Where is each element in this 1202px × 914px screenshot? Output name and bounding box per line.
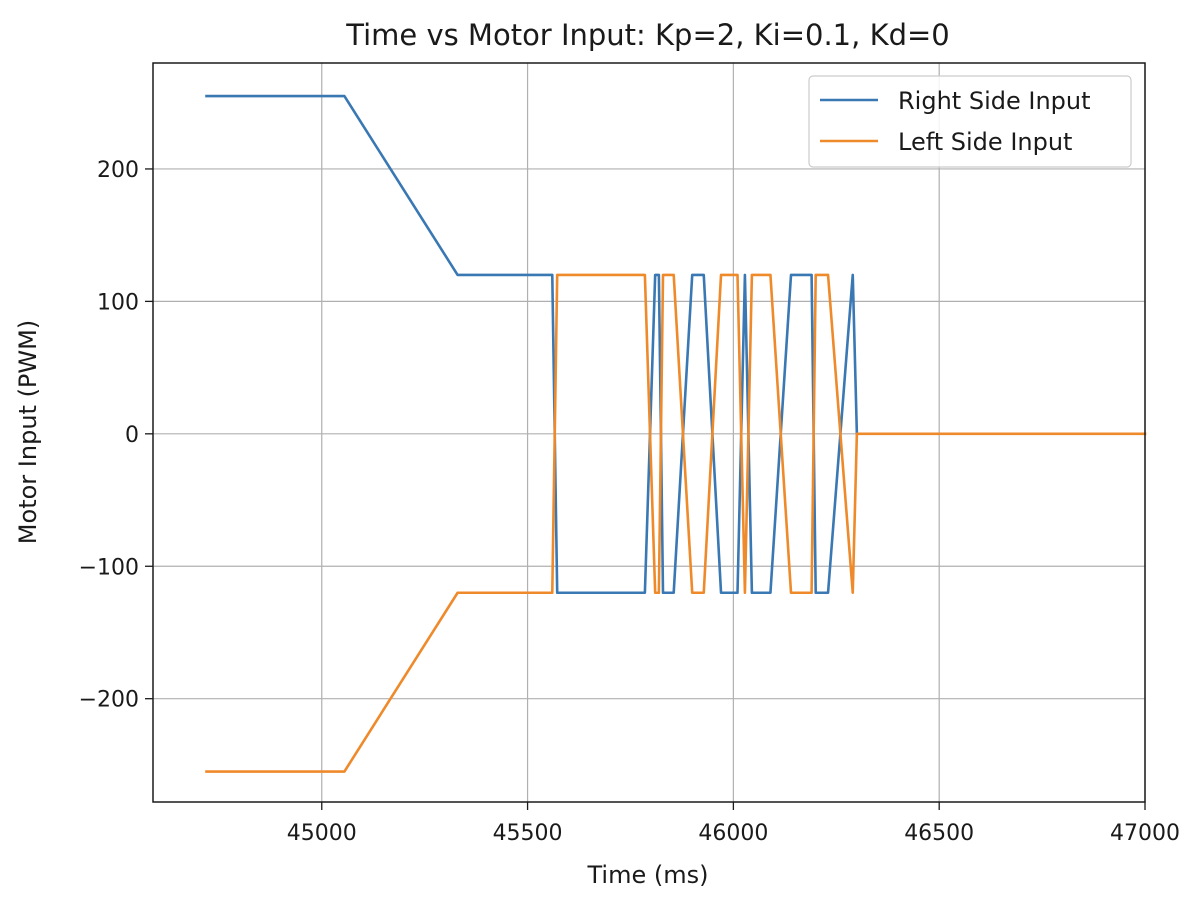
y-tick-label: 0 (125, 423, 139, 448)
tick-group: 45000 45500 46000 46500 47000 200 100 0 −100 −200 (79, 158, 1180, 846)
legend-label-left: Left Side Input (898, 128, 1072, 156)
plot-frame (152, 62, 1146, 803)
x-tick-label: 45500 (493, 821, 563, 846)
series-line-right-side-input (205, 94, 859, 595)
chart-title: Time vs Motor Input: Kp=2, Ki=0.1, Kd=0 (345, 18, 950, 52)
x-tick-label: 45000 (287, 821, 357, 846)
series-group (205, 94, 1147, 773)
series-line-left-side-input (205, 273, 1147, 773)
legend: Right Side Input Left Side Input (808, 75, 1132, 168)
y-tick-label: 100 (97, 290, 139, 315)
legend-box (808, 75, 1132, 168)
y-axis-label: Motor Input (PWM) (14, 320, 42, 544)
y-tick-label: 200 (97, 158, 139, 183)
legend-label-right: Right Side Input (898, 87, 1091, 115)
x-axis-label: Time (ms) (587, 861, 709, 889)
x-tick-label: 47000 (1110, 821, 1180, 846)
x-tick-label: 46000 (698, 821, 768, 846)
y-tick-label: −200 (79, 688, 139, 713)
y-tick-label: −100 (79, 555, 139, 580)
x-tick-label: 46500 (904, 821, 974, 846)
